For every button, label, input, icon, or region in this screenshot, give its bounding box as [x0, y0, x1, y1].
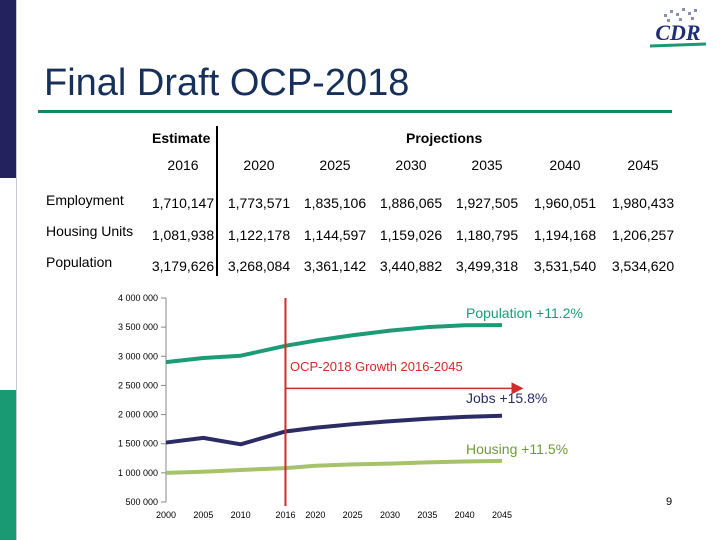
year-header: 2016: [167, 157, 199, 173]
x-tick-label: 2025: [343, 510, 363, 520]
x-tick-label: 2000: [156, 510, 176, 520]
table-cell: 1,960,051: [533, 195, 597, 211]
page-title: Final Draft OCP-2018: [44, 62, 410, 104]
x-tick-label: 2010: [231, 510, 251, 520]
year-header: 2045: [627, 157, 659, 173]
row-label-employment: Employment: [46, 192, 124, 208]
housing-line: [165, 458, 503, 475]
x-tick-label: 2045: [492, 510, 512, 520]
y-tick-label: 1 500 000: [118, 439, 158, 449]
page-number: 9: [666, 496, 673, 508]
table-cell: 3,179,626: [151, 258, 215, 274]
table-cell: 1,927,505: [455, 195, 519, 211]
table-cell: 1,206,257: [611, 227, 675, 243]
logo-text: CDR: [655, 20, 700, 45]
year-header: 2020: [243, 157, 275, 173]
table-cell: 3,440,882: [379, 258, 443, 274]
cdr-logo: CDR: [649, 8, 707, 48]
x-tick-label: 2005: [193, 510, 213, 520]
table-cell: 3,361,142: [303, 258, 367, 274]
row-label-housing: Housing Units: [46, 223, 134, 239]
table-cell: 3,268,084: [227, 258, 291, 274]
growth-annotation: OCP-2018 Growth 2016-2045: [290, 359, 463, 374]
x-tick-label: 2030: [380, 510, 400, 520]
table-cell: 1,144,597: [303, 227, 367, 243]
housing-annotation: Housing +11.5%: [466, 441, 568, 457]
table-cell: 3,531,540: [533, 258, 597, 274]
population-annotation: Population +11.2%: [466, 305, 583, 321]
x-tick-label: 2020: [305, 510, 325, 520]
table-cell: 3,499,318: [455, 258, 519, 274]
y-tick-label: 1 000 000: [118, 468, 158, 478]
table-cell: 1,980,433: [611, 195, 675, 211]
y-tick-label: 2 000 000: [118, 410, 158, 420]
projections-header: Projections: [406, 130, 483, 146]
table-cell: 1,081,938: [151, 227, 215, 243]
table-cell: 1,710,147: [151, 195, 215, 211]
left-divider-line: [16, 0, 17, 540]
x-tick-label: 2035: [417, 510, 437, 520]
x-tick-label: 2040: [455, 510, 475, 520]
left-accent-bar-navy: [0, 0, 16, 178]
year-header: 2025: [319, 157, 351, 173]
left-accent-bar-teal: [0, 390, 16, 540]
x-tick-label: 2016: [275, 510, 295, 520]
table-cell: 1,773,571: [227, 195, 291, 211]
table-cell: 3,534,620: [611, 258, 675, 274]
estimate-separator: [216, 126, 218, 276]
y-tick-label: 4 000 000: [118, 293, 158, 303]
table-cell: 1,180,795: [455, 227, 519, 243]
table-cell: 1,886,065: [379, 195, 443, 211]
y-tick-label: 3 000 000: [118, 351, 158, 361]
y-tick-label: 2 500 000: [118, 380, 158, 390]
title-underline: [38, 110, 672, 113]
estimate-header: Estimate: [152, 130, 211, 146]
table-cell: 1,194,168: [533, 227, 597, 243]
employment-line: [165, 413, 503, 447]
year-header: 2035: [471, 157, 503, 173]
table-cell: 1,159,026: [379, 227, 443, 243]
jobs-annotation: Jobs +15.8%: [466, 390, 547, 406]
year-header: 2040: [549, 157, 581, 173]
y-tick-label: 500 000: [125, 497, 158, 507]
population-line: [165, 323, 503, 365]
y-tick-label: 3 500 000: [118, 322, 158, 332]
table-cell: 1,835,106: [303, 195, 367, 211]
row-label-population: Population: [46, 254, 113, 270]
year-header: 2030: [395, 157, 427, 173]
table-cell: 1,122,178: [227, 227, 291, 243]
